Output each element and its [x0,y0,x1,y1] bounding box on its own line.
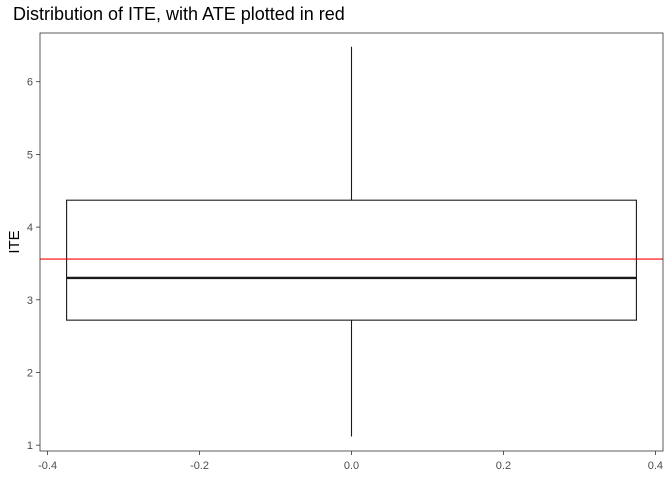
x-tick-label: 0.2 [496,460,511,472]
x-tick-label: 0.0 [344,460,359,472]
x-tick-label: -0.2 [190,460,209,472]
plot-panel-border [39,32,664,452]
plot-marks [40,46,663,437]
y-tick-label: 3 [27,295,33,307]
x-tick-label: 0.4 [648,460,663,472]
iqr-box [66,199,637,321]
chart-title: Distribution of ITE, with ATE plotted in… [13,4,345,24]
y-axis: 1 2 3 4 5 6 [27,77,40,452]
y-axis-label: ITE [6,230,23,253]
y-tick-label: 1 [27,440,33,452]
y-tick-label: 6 [27,77,33,89]
y-tick-label: 2 [27,367,33,379]
y-tick-label: 5 [27,149,33,161]
x-tick-label: -0.4 [38,460,57,472]
x-axis: -0.4 -0.2 0.0 0.2 0.4 [38,451,663,472]
y-tick-label: 4 [27,222,33,234]
